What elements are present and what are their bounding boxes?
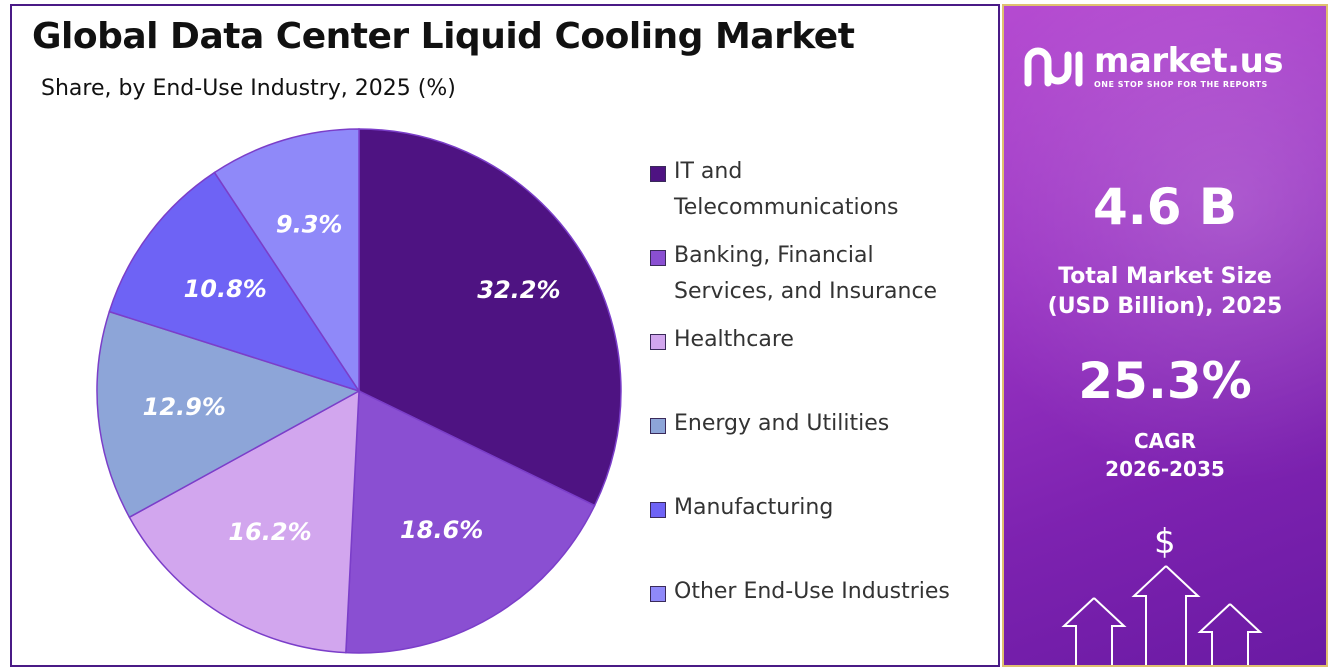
legend-label-energy: Energy and Utilities [674,411,890,436]
dollar-icon: $ [1154,522,1176,562]
pie-slice-it-telecom [358,128,622,507]
cagr-label-1: CAGR [1134,429,1196,453]
slice-label-manufacturing: 10.8% [184,275,267,303]
pie-slice-manufacturing [108,171,361,393]
slice-label-bfsi: 18.6% [400,516,483,544]
chart-title: Global Data Center Liquid Cooling Market [32,16,855,57]
legend-swatch-it-telecom [650,166,666,182]
chart-subtitle: Share, by End-Use Industry, 2025 (%) [41,76,456,101]
slice-label-other: 9.3% [276,210,343,238]
slice-label-healthcare: 16.2% [228,518,311,546]
market-size-value: 4.6 B [1092,178,1238,236]
slice-label-it-telecom: 32.2% [477,276,560,304]
pie-slice-other [213,128,360,394]
slice-label-energy: 12.9% [143,393,226,421]
legend-label-other: Other End-Use Industries [674,579,950,604]
legend-label-it-telecom: IT and Telecommunications [674,159,899,220]
legend-label-healthcare: Healthcare [674,327,794,352]
pie-slice-energy [96,310,361,519]
brand-tagline: ONE STOP SHOP FOR THE REPORTS [1094,80,1268,89]
legend-item-healthcare: Healthcare [650,322,990,358]
arrow-left-icon [1061,597,1127,665]
chart-panel: Global Data Center Liquid Cooling Market… [10,4,1000,667]
summary-panel: market.us ONE STOP SHOP FOR THE REPORTS … [1002,4,1328,667]
legend-item-other: Other End-Use Industries [650,574,990,610]
cagr-label-2: 2026-2035 [1105,457,1225,481]
legend-swatch-bfsi [650,250,666,266]
arrow-right-icon [1197,603,1263,665]
arrow-center-icon [1131,565,1201,665]
pie-slice-healthcare [128,389,360,654]
market-us-logo-icon [1024,47,1083,86]
market-size-label-2: (USD Billion), 2025 [1047,294,1283,319]
cagr-value: 25.3% [1078,352,1252,410]
legend-item-energy: Energy and Utilities [650,406,990,442]
pie-chart: 32.2% 18.6% 16.2% 12.9% 10.8% 9.3% [96,128,622,654]
legend-label-manufacturing: Manufacturing [674,495,834,520]
brand-name: market.us [1094,41,1284,81]
legend-item-manufacturing: Manufacturing [650,490,990,526]
legend-label-bfsi: Banking, Financial Services, and Insuranc… [674,243,938,304]
legend-swatch-energy [650,418,666,434]
panel-background-overlay [1004,6,1326,665]
legend-item-it-telecom: IT and Telecommunications [650,154,990,226]
legend-swatch-manufacturing [650,502,666,518]
legend-item-bfsi: Banking, Financial Services, and Insuranc… [650,238,990,310]
brand-logo[interactable]: market.us ONE STOP SHOP FOR THE REPORTS [1024,41,1284,89]
legend-swatch-healthcare [650,334,666,350]
market-size-label-1: Total Market Size [1058,264,1272,289]
legend-swatch-other [650,586,666,602]
pie-slice-bfsi [345,389,596,654]
growth-arrows-icon [1061,565,1263,665]
